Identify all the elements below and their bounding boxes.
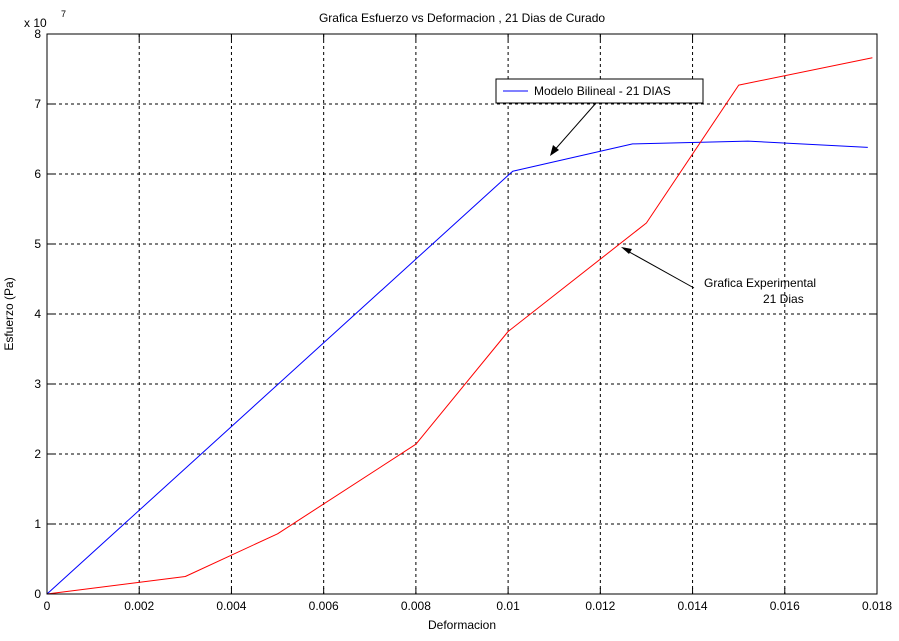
legend-label: Modelo Bilineal - 21 DIAS [534, 84, 671, 98]
y-tick-label: 4 [34, 307, 41, 321]
x-tick-label: 0.01 [496, 599, 520, 613]
y-tick-label: 7 [34, 97, 41, 111]
x-tick-label: 0.006 [309, 599, 339, 613]
x-tick-label: 0.012 [585, 599, 615, 613]
x-tick-label: 0.008 [401, 599, 431, 613]
legend-box [495, 78, 704, 104]
legend-arrow-shaft [551, 102, 597, 154]
annotation-legend-pointer [550, 102, 597, 156]
y-tick-label: 0 [34, 587, 41, 601]
series-line-modelo-bilineal [46, 140, 868, 595]
y-tick-label: 3 [34, 377, 41, 391]
legend: Modelo Bilineal - 21 DIAS [495, 78, 704, 104]
axis-ticks: 0 0.002 0.004 0.006 0.008 0.01 0.012 0.014 0.016… [34, 27, 892, 613]
x-tick-label: 0 [44, 599, 51, 613]
x-tick-label: 0.004 [216, 599, 246, 613]
y-exponent-label: x 10 7 [24, 9, 66, 30]
y-tick-label: 5 [34, 237, 41, 251]
y-tick-label: 2 [34, 447, 41, 461]
legend-arrow-head [550, 145, 559, 156]
x-tick-label: 0.016 [770, 599, 800, 613]
x-tick-label: 0.018 [862, 599, 892, 613]
annotation-arrow-head [621, 247, 632, 254]
y-multiplier-text: x 10 [24, 16, 47, 30]
annotation-line-1: Grafica Experimental [704, 276, 816, 290]
y-tick-label: 6 [34, 167, 41, 181]
series-line-experimental [46, 57, 873, 595]
y-axis-label: Esfuerzo (Pa) [2, 277, 16, 350]
annotation-arrow-shaft [623, 248, 695, 289]
annotation-experimental: Grafica Experimental 21 Dias [621, 247, 816, 306]
x-axis-label: Deformacion [428, 618, 496, 632]
chart-title: Grafica Esfuerzo vs Deformacion , 21 Dia… [319, 11, 605, 25]
y-tick-label: 8 [34, 27, 41, 41]
x-tick-label: 0.002 [124, 599, 154, 613]
grid-lines [47, 34, 877, 594]
x-tick-label: 0.014 [678, 599, 708, 613]
annotation-line-2: 21 Dias [763, 292, 804, 306]
y-tick-label: 1 [34, 517, 41, 531]
series-layer [46, 57, 873, 595]
y-multiplier-exponent: 7 [61, 9, 66, 19]
